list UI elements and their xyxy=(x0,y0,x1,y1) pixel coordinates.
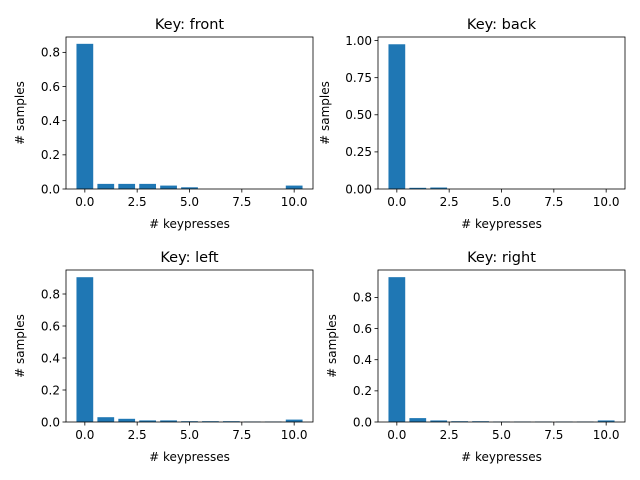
subplot-title: Key: left xyxy=(160,250,219,266)
axes-frame xyxy=(65,269,314,423)
y-tick-label: 0.8 xyxy=(41,287,60,301)
bar-group xyxy=(76,277,303,423)
bar xyxy=(285,419,303,422)
x-axis-label: # keypresses xyxy=(461,217,542,231)
x-tick-label: 7.5 xyxy=(232,195,251,209)
bar xyxy=(181,187,198,189)
x-tick-label: 2.5 xyxy=(440,428,459,442)
bar-group xyxy=(388,44,448,189)
y-axis-label: # samples xyxy=(318,81,332,145)
bar xyxy=(76,277,94,422)
y-tick-label: 0.2 xyxy=(41,148,60,162)
x-tick-label: 7.5 xyxy=(544,428,563,442)
y-tick-label: 0.8 xyxy=(353,291,372,305)
y-tick-label: 0.8 xyxy=(41,46,60,60)
x-tick-label: 2.5 xyxy=(128,428,147,442)
x-axis-label: # keypresses xyxy=(149,217,230,231)
y-axis-label: # samples xyxy=(13,314,27,378)
x-tick-label: 5.0 xyxy=(180,428,199,442)
y-tick-group: 0.0 0.2 0.4 0.6 0.8 xyxy=(41,46,66,196)
bar xyxy=(388,277,406,422)
y-tick-label: 0.4 xyxy=(41,114,60,128)
y-tick-label: 0.50 xyxy=(345,108,372,122)
y-tick-group: 0.00 0.25 0.50 0.75 1.00 xyxy=(345,34,378,196)
bar xyxy=(430,420,448,422)
y-tick-label: 0.4 xyxy=(41,351,60,365)
x-tick-group: 0.0 2.5 5.0 7.5 10.0 xyxy=(75,422,308,442)
x-tick-label: 2.5 xyxy=(440,195,459,209)
subplot-title: Key: front xyxy=(155,17,225,33)
y-tick-label: 0.25 xyxy=(345,145,372,159)
bar xyxy=(430,187,448,189)
y-tick-label: 0.6 xyxy=(41,80,60,94)
x-tick-label: 10.0 xyxy=(281,195,308,209)
x-tick-label: 2.5 xyxy=(128,195,147,209)
x-tick-label: 10.0 xyxy=(593,428,620,442)
subplot-back: Key: back # samples # keypresses 0.0 2.5 5… xyxy=(318,17,626,231)
y-tick-label: 1.00 xyxy=(345,34,372,48)
bar xyxy=(76,43,94,189)
x-axis-label: # keypresses xyxy=(149,450,230,464)
axes-frame xyxy=(65,36,314,190)
x-tick-label: 5.0 xyxy=(492,195,511,209)
bar xyxy=(118,418,136,422)
y-tick-label: 0.4 xyxy=(353,353,372,367)
y-tick-label: 0.00 xyxy=(345,182,372,196)
x-tick-label: 5.0 xyxy=(180,195,199,209)
x-tick-label: 0.0 xyxy=(387,195,406,209)
y-axis-label: # samples xyxy=(325,314,339,378)
bar xyxy=(409,187,427,189)
x-tick-label: 10.0 xyxy=(593,195,620,209)
y-tick-group: 0.0 0.2 0.4 0.6 0.8 xyxy=(353,291,378,429)
y-tick-label: 0.0 xyxy=(353,415,372,429)
x-tick-label: 7.5 xyxy=(232,428,251,442)
x-tick-label: 5.0 xyxy=(492,428,511,442)
axes-frame xyxy=(377,269,626,423)
bar xyxy=(139,420,157,422)
subplot-title: Key: right xyxy=(467,250,536,266)
subplot-left: Key: left # samples # keypresses 0.0 2.5 5… xyxy=(13,250,314,464)
x-axis-label: # keypresses xyxy=(461,450,542,464)
bar xyxy=(139,183,157,189)
x-tick-label: 10.0 xyxy=(281,428,308,442)
bar xyxy=(597,420,615,422)
y-tick-label: 0.0 xyxy=(41,415,60,429)
x-tick-group: 0.0 2.5 5.0 7.5 10.0 xyxy=(387,189,620,209)
bar xyxy=(97,417,115,422)
subplot-right: Key: right # samples # keypresses 0.0 2.5… xyxy=(325,250,626,464)
bar xyxy=(118,183,136,189)
x-tick-label: 0.0 xyxy=(75,195,94,209)
bar xyxy=(409,418,427,422)
bar xyxy=(285,185,303,189)
y-tick-label: 0.2 xyxy=(41,383,60,397)
y-tick-label: 0.0 xyxy=(41,182,60,196)
subplot-title: Key: back xyxy=(467,17,537,33)
x-tick-label: 7.5 xyxy=(544,195,563,209)
y-tick-label: 0.6 xyxy=(41,319,60,333)
axes-frame xyxy=(377,36,626,190)
x-tick-group: 0.0 2.5 5.0 7.5 10.0 xyxy=(387,422,620,442)
y-tick-group: 0.0 0.2 0.4 0.6 0.8 xyxy=(41,287,66,429)
bar xyxy=(97,183,115,189)
subplot-front: Key: front # samples # keypresses 0.0 2.5… xyxy=(13,17,314,231)
y-tick-label: 0.75 xyxy=(345,71,372,85)
bar-group xyxy=(76,43,303,189)
y-tick-label: 0.2 xyxy=(353,384,372,398)
bar xyxy=(388,44,406,189)
bar xyxy=(160,420,177,422)
bar xyxy=(160,185,177,189)
y-axis-label: # samples xyxy=(13,81,27,145)
x-tick-group: 0.0 2.5 5.0 7.5 10.0 xyxy=(75,189,308,209)
x-tick-label: 0.0 xyxy=(387,428,406,442)
x-tick-label: 0.0 xyxy=(75,428,94,442)
y-tick-label: 0.6 xyxy=(353,322,372,336)
